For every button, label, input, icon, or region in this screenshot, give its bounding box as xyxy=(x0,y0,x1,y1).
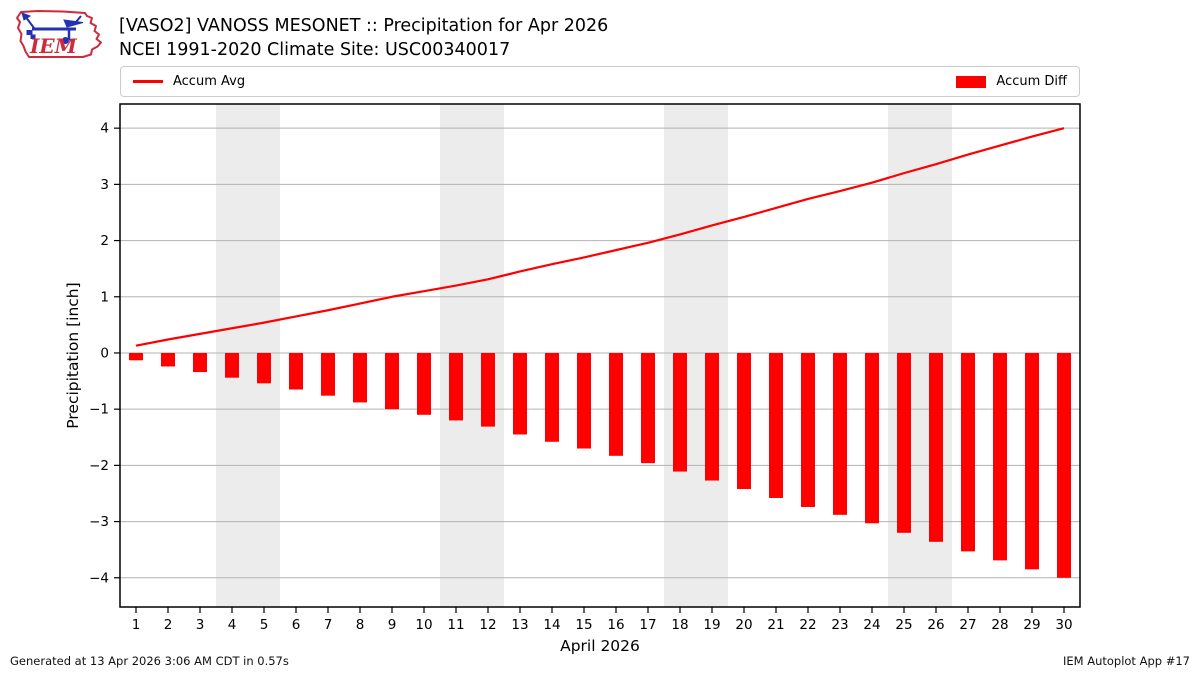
accum-diff-bar xyxy=(257,352,271,384)
y-tick-label: 4 xyxy=(100,121,109,137)
x-tick-label: 6 xyxy=(292,617,301,633)
accum-diff-bar xyxy=(737,352,751,489)
x-tick-label: 8 xyxy=(356,617,365,633)
y-axis-label: Precipitation [inch] xyxy=(64,282,82,428)
accum-diff-bar xyxy=(481,352,495,427)
x-tick-label: 5 xyxy=(260,617,269,633)
accum-diff-bar xyxy=(609,352,623,456)
x-tick-label: 19 xyxy=(703,617,720,633)
x-tick-label: 2 xyxy=(164,617,173,633)
accum-diff-bar xyxy=(449,352,463,421)
x-axis-label: April 2026 xyxy=(560,637,640,655)
chart-legend: Accum Avg Accum Diff xyxy=(120,66,1080,97)
accum-diff-bar xyxy=(385,352,399,410)
x-tick-label: 22 xyxy=(799,617,816,633)
y-tick-label: −2 xyxy=(89,458,109,474)
x-tick-label: 11 xyxy=(447,617,464,633)
y-tick-label: 0 xyxy=(100,345,109,361)
page-title-line1: [VASO2] VANOSS MESONET :: Precipitation … xyxy=(119,16,609,36)
chart-title-block: [VASO2] VANOSS MESONET :: Precipitation … xyxy=(119,14,608,62)
x-tick-label: 1 xyxy=(132,617,141,633)
x-tick-label: 27 xyxy=(959,617,976,633)
y-tick-label: −1 xyxy=(89,402,109,418)
x-tick-label: 3 xyxy=(196,617,205,633)
accum-diff-bar xyxy=(225,352,239,378)
accum-diff-bar xyxy=(513,352,527,435)
x-tick-label: 28 xyxy=(991,617,1008,633)
x-tick-label: 14 xyxy=(543,617,560,633)
legend-item-accum-avg: Accum Avg xyxy=(133,74,245,89)
accum-diff-bar xyxy=(161,352,175,367)
accum-diff-bar xyxy=(673,352,687,472)
accum-diff-bar xyxy=(705,352,719,481)
logo-iem-text: IEM xyxy=(29,34,78,58)
iem-logo: IEM xyxy=(16,10,102,58)
x-tick-label: 26 xyxy=(927,617,944,633)
accum-diff-bar xyxy=(577,352,591,449)
accum-diff-bar xyxy=(801,352,815,507)
x-tick-label: 17 xyxy=(639,617,656,633)
x-tick-label: 7 xyxy=(324,617,333,633)
accum-diff-bar xyxy=(193,352,207,373)
x-tick-label: 4 xyxy=(228,617,237,633)
accum-diff-bar xyxy=(353,352,367,403)
accum-diff-bar xyxy=(961,352,975,552)
autoplot-app-ref: IEM Autoplot App #17 xyxy=(1062,654,1190,668)
x-tick-label: 9 xyxy=(388,617,397,633)
page-title-line2: NCEI 1991-2020 Climate Site: USC00340017 xyxy=(119,40,511,60)
y-tick-label: 1 xyxy=(100,289,109,305)
y-tick-label: 3 xyxy=(100,177,109,193)
accum-diff-bar xyxy=(993,352,1007,561)
x-tick-label: 23 xyxy=(831,617,848,633)
accum-diff-bar-swatch xyxy=(956,75,987,88)
accum-diff-bar xyxy=(865,352,879,524)
legend-label-accum-diff: Accum Diff xyxy=(996,74,1067,89)
legend-item-accum-diff: Accum Diff xyxy=(956,74,1067,89)
accum-diff-bar xyxy=(417,352,431,415)
x-tick-label: 13 xyxy=(511,617,528,633)
x-tick-label: 29 xyxy=(1023,617,1040,633)
y-tick-label: −3 xyxy=(89,514,109,530)
y-tick-label: 2 xyxy=(100,233,109,249)
weathervane-icon xyxy=(21,12,84,44)
x-tick-label: 10 xyxy=(415,617,432,633)
accum-diff-bar xyxy=(1025,352,1039,570)
x-tick-label: 18 xyxy=(671,617,688,633)
accum-diff-bar xyxy=(929,352,943,542)
accum-diff-bar xyxy=(897,352,911,533)
x-tick-label: 16 xyxy=(607,617,624,633)
accum-diff-bar xyxy=(769,352,783,498)
accum-diff-bar xyxy=(1057,352,1071,578)
generated-timestamp: Generated at 13 Apr 2026 3:06 AM CDT in … xyxy=(10,654,289,668)
accum-avg-line-swatch xyxy=(133,80,163,83)
x-tick-label: 21 xyxy=(767,617,784,633)
x-tick-label: 30 xyxy=(1055,617,1072,633)
accum-diff-bar xyxy=(129,352,143,361)
accum-diff-bar xyxy=(545,352,559,442)
x-tick-label: 12 xyxy=(479,617,496,633)
x-tick-label: 25 xyxy=(895,617,912,633)
x-tick-label: 15 xyxy=(575,617,592,633)
accum-diff-bar xyxy=(289,352,303,390)
accum-avg-line xyxy=(135,127,1065,347)
legend-label-accum-avg: Accum Avg xyxy=(173,74,246,89)
plot-border xyxy=(119,103,1081,608)
accum-diff-bar xyxy=(321,352,335,396)
x-tick-label: 20 xyxy=(735,617,752,633)
accum-diff-bar xyxy=(833,352,847,515)
x-tick-label: 24 xyxy=(863,617,880,633)
y-tick-label: −4 xyxy=(89,570,109,586)
accum-diff-bar xyxy=(641,352,655,464)
